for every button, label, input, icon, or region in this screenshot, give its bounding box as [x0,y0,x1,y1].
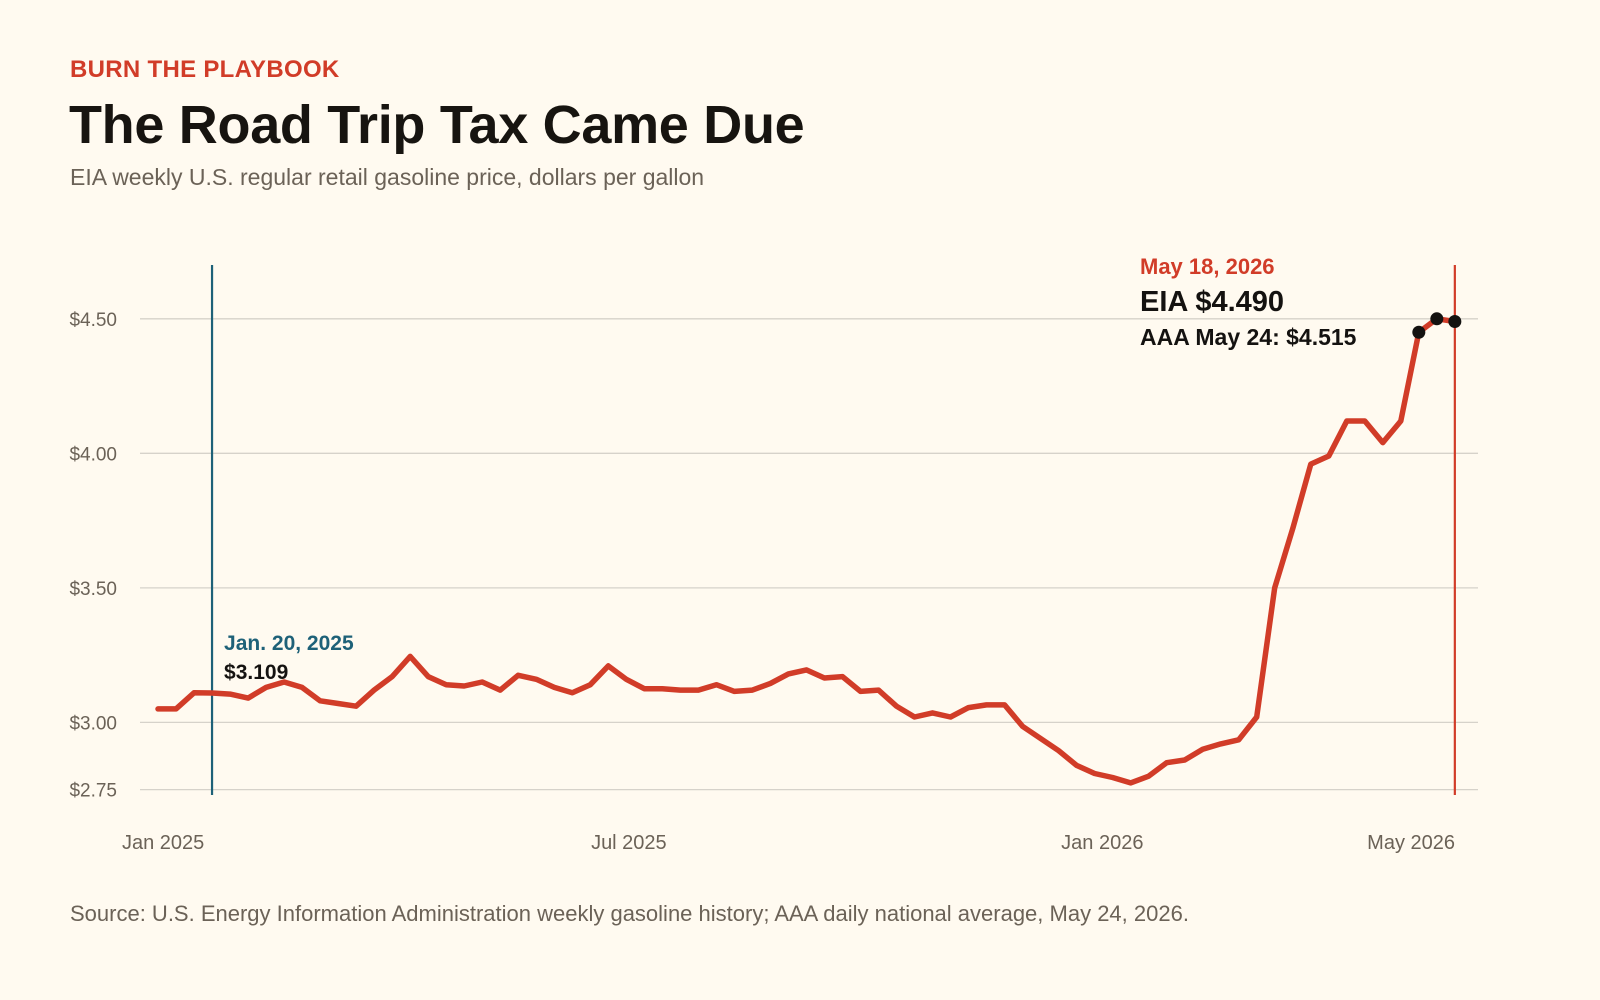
chart-subtitle: EIA weekly U.S. regular retail gasoline … [70,164,705,190]
x-tick-label: Jul 2025 [591,832,667,854]
source-note: Source: U.S. Energy Information Administ… [70,901,1189,926]
reference-lines [210,265,1456,795]
y-tick-label: $4.00 [69,444,117,465]
data-point-marker [1448,314,1462,328]
annotations: Jan. 20, 2025 $3.109 May 18, 2026 EIA $4.49… [224,254,1357,684]
series-layer [155,316,1458,786]
data-point-marker [1412,325,1426,339]
series-line [155,316,1458,786]
x-tick-label: Jan 2026 [1061,832,1143,854]
markers [1412,312,1462,339]
data-point-marker [1430,312,1444,326]
annotation-value-eia: EIA $4.490 [1140,286,1284,318]
x-tick-label: May 2026 [1367,832,1455,854]
y-tick-label: $3.00 [69,713,117,734]
annotation-date-may-2026: May 18, 2026 [1140,254,1275,279]
y-tick-label: $2.75 [69,781,117,802]
annotation-value-aaa: AAA May 24: $4.515 [1140,324,1357,350]
kicker: BURN THE PLAYBOOK [70,56,340,83]
annotation-date-jan-2025: Jan. 20, 2025 [224,632,354,655]
axes: $2.75 $3.00 $3.50 $4.00 $4.50 Jan 2025 Jul 202… [69,310,1455,854]
gridlines [140,318,1478,791]
y-tick-label: $3.50 [69,579,117,600]
annotation-value-jan-2025: $3.109 [224,661,288,684]
x-tick-label: Jan 2025 [122,832,204,854]
chart-title: The Road Trip Tax Came Due [69,95,805,155]
y-tick-label: $4.50 [69,310,117,331]
